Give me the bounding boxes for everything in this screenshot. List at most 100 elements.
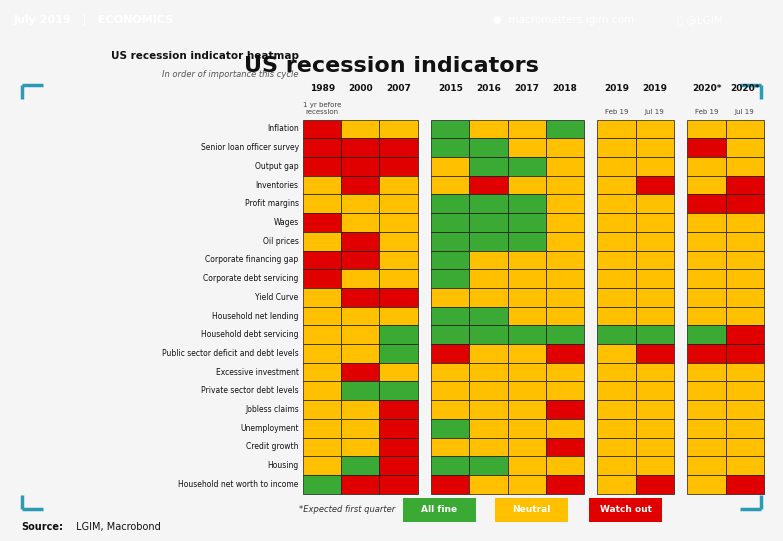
Text: Inventories: Inventories [256, 181, 298, 189]
Bar [636, 269, 673, 288]
Text: Inflation: Inflation [267, 124, 298, 134]
Bar [470, 307, 507, 325]
Bar [341, 381, 380, 400]
Bar [341, 213, 380, 232]
Bar [546, 400, 583, 419]
Text: Feb 19: Feb 19 [695, 109, 718, 115]
Bar [470, 344, 507, 363]
Bar [380, 120, 417, 138]
Bar [597, 176, 636, 194]
Bar [380, 325, 417, 344]
Text: Corporate financing gap: Corporate financing gap [205, 255, 298, 265]
Bar [726, 232, 763, 250]
Bar [546, 176, 583, 194]
Bar [687, 213, 726, 232]
Bar [546, 381, 583, 400]
Text: Jul 19: Jul 19 [734, 109, 755, 115]
Bar [687, 250, 726, 269]
Bar [636, 120, 673, 138]
Bar [303, 400, 341, 419]
Bar [303, 344, 341, 363]
Bar [380, 138, 417, 157]
Bar [636, 232, 673, 250]
Bar [380, 288, 417, 307]
Bar [380, 363, 417, 381]
Bar [341, 400, 380, 419]
Bar [470, 138, 507, 157]
Bar [470, 400, 507, 419]
Bar [546, 363, 583, 381]
Bar [380, 176, 417, 194]
Bar [507, 232, 546, 250]
Bar [303, 381, 341, 400]
Bar [726, 400, 763, 419]
Text: Private sector debt levels: Private sector debt levels [201, 386, 298, 395]
Bar [597, 475, 636, 494]
Bar [546, 475, 583, 494]
Bar [636, 157, 673, 176]
Bar [303, 307, 341, 325]
Bar [597, 194, 636, 213]
Bar [470, 456, 507, 475]
Bar [546, 325, 583, 344]
Bar [546, 194, 583, 213]
Bar [546, 307, 583, 325]
Bar [470, 288, 507, 307]
Bar [597, 269, 636, 288]
Bar [507, 381, 546, 400]
Bar [726, 269, 763, 288]
Bar [546, 232, 583, 250]
Bar [546, 419, 583, 438]
Bar [507, 325, 546, 344]
Bar [597, 456, 636, 475]
Text: Household net worth to income: Household net worth to income [179, 480, 298, 489]
Text: Excessive investment: Excessive investment [215, 368, 298, 377]
Text: 2016: 2016 [476, 83, 501, 93]
Bar [507, 438, 546, 456]
Bar [597, 138, 636, 157]
Bar [380, 381, 417, 400]
Bar [726, 138, 763, 157]
Bar [726, 325, 763, 344]
Bar [303, 213, 341, 232]
Bar [726, 288, 763, 307]
Bar [636, 419, 673, 438]
Text: Feb 19: Feb 19 [604, 109, 628, 115]
Text: 2015: 2015 [438, 83, 463, 93]
Bar [597, 400, 636, 419]
Text: Watch out: Watch out [600, 505, 652, 514]
Bar [546, 157, 583, 176]
Bar [380, 475, 417, 494]
Bar [636, 381, 673, 400]
Bar [431, 138, 470, 157]
Bar [341, 157, 380, 176]
Bar [597, 213, 636, 232]
Bar [341, 120, 380, 138]
Bar [431, 288, 470, 307]
Bar [470, 120, 507, 138]
Text: *Expected first quarter: *Expected first quarter [299, 505, 395, 514]
Bar [507, 194, 546, 213]
Bar [470, 475, 507, 494]
Bar [687, 475, 726, 494]
Bar [403, 498, 476, 522]
Bar [636, 213, 673, 232]
Bar [687, 157, 726, 176]
Text: US recession indicator heatmap: US recession indicator heatmap [110, 51, 298, 62]
Bar [597, 232, 636, 250]
Text: 2017: 2017 [514, 83, 539, 93]
Bar [380, 419, 417, 438]
Bar [546, 138, 583, 157]
Text: All fine: All fine [421, 505, 457, 514]
Text: 2000: 2000 [348, 83, 373, 93]
Bar [380, 194, 417, 213]
Bar [303, 438, 341, 456]
Text: Jobless claims: Jobless claims [245, 405, 298, 414]
Bar [431, 363, 470, 381]
Bar [341, 288, 380, 307]
Bar [431, 419, 470, 438]
Bar [726, 419, 763, 438]
Bar [303, 232, 341, 250]
Bar [726, 120, 763, 138]
Bar [636, 475, 673, 494]
